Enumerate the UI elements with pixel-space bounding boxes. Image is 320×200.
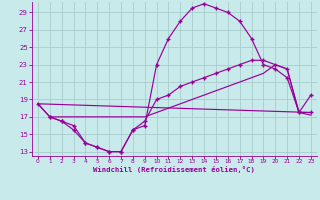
- X-axis label: Windchill (Refroidissement éolien,°C): Windchill (Refroidissement éolien,°C): [93, 166, 255, 173]
